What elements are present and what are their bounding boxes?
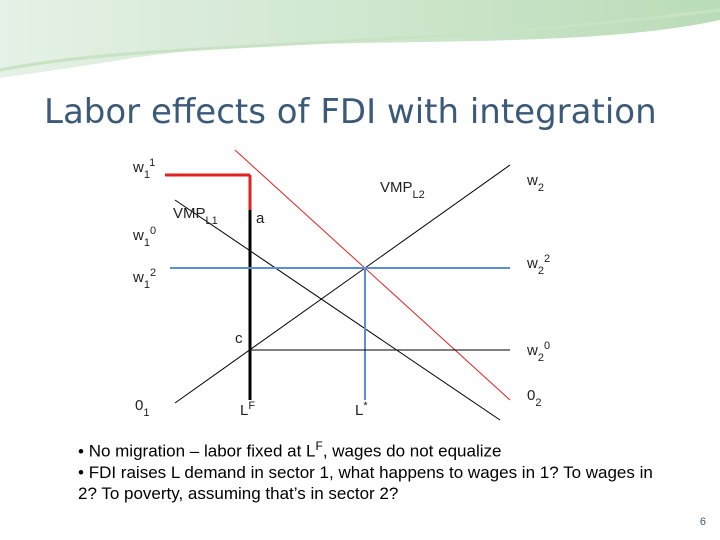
label-sub: 2 (538, 352, 544, 364)
vmp-l2-line (174, 164, 511, 404)
label-sub: 1 (144, 237, 150, 249)
diagram-label: w2 (526, 172, 544, 194)
diagram-label: w12 (132, 267, 156, 291)
label-base: w (132, 159, 144, 176)
diagram-label: VMPL2 (380, 179, 425, 201)
label-sub: 1 (144, 279, 150, 291)
label-sub: L2 (413, 189, 425, 201)
bullet-text: FDI raises L demand in sector 1, what ha… (78, 462, 653, 503)
label-sup: 0 (150, 225, 156, 237)
diagram-label: 02 (527, 387, 541, 409)
bullet-text: F (315, 439, 323, 453)
label-base: w (526, 172, 538, 189)
bullet: No migration – labor fixed at LF, wages … (78, 436, 658, 462)
label-sup: 2 (544, 253, 550, 265)
diagram-label: w20 (526, 340, 550, 364)
label-sub: 2 (538, 182, 544, 194)
diagram-label: VMPL1 (173, 205, 218, 227)
bullet: FDI raises L demand in sector 1, what ha… (78, 462, 658, 504)
label-base: VMP (173, 205, 206, 222)
label-base: L (355, 402, 363, 419)
label-sup: 0 (544, 340, 550, 352)
label-sub: 2 (535, 397, 541, 409)
page-number: 6 (699, 516, 706, 528)
diagram-label: 01 (135, 397, 149, 419)
bullet-list: No migration – labor fixed at LF, wages … (78, 436, 658, 504)
label-sup: 1 (149, 157, 155, 169)
decoration (0, 0, 720, 78)
diagram-label: w22 (526, 253, 550, 277)
diagram-label: c (235, 330, 243, 347)
label-sub: L1 (206, 215, 218, 227)
label-sup: 2 (150, 267, 156, 279)
diagram-label: LF (240, 400, 255, 419)
diagram-label: a (256, 210, 265, 227)
vmp-l1-new-line (234, 149, 511, 401)
label-base: w (132, 227, 144, 244)
diagram-label: L* (355, 400, 368, 419)
label-base: w (526, 342, 538, 359)
bullet-text: , wages do not equalize (322, 441, 502, 461)
label-sub: 2 (538, 265, 544, 277)
label-base: L (240, 402, 248, 419)
label-base: w (526, 255, 538, 272)
diagram-label: w10 (132, 225, 156, 249)
slide-title: Labor effects of FDI with integration (44, 92, 657, 132)
label-sup: * (363, 400, 368, 412)
label-base: 0 (527, 387, 535, 404)
vmp-l1-line (174, 199, 501, 421)
label-base: VMP (380, 179, 413, 196)
label-sup: F (248, 400, 255, 412)
label-base: 0 (135, 397, 143, 414)
diagram-label: w11 (132, 157, 155, 181)
bullet-text: No migration – labor fixed at L (88, 441, 316, 461)
label-sub: 1 (143, 407, 149, 419)
label-base: w (132, 269, 144, 286)
label-sub: 1 (144, 169, 150, 181)
